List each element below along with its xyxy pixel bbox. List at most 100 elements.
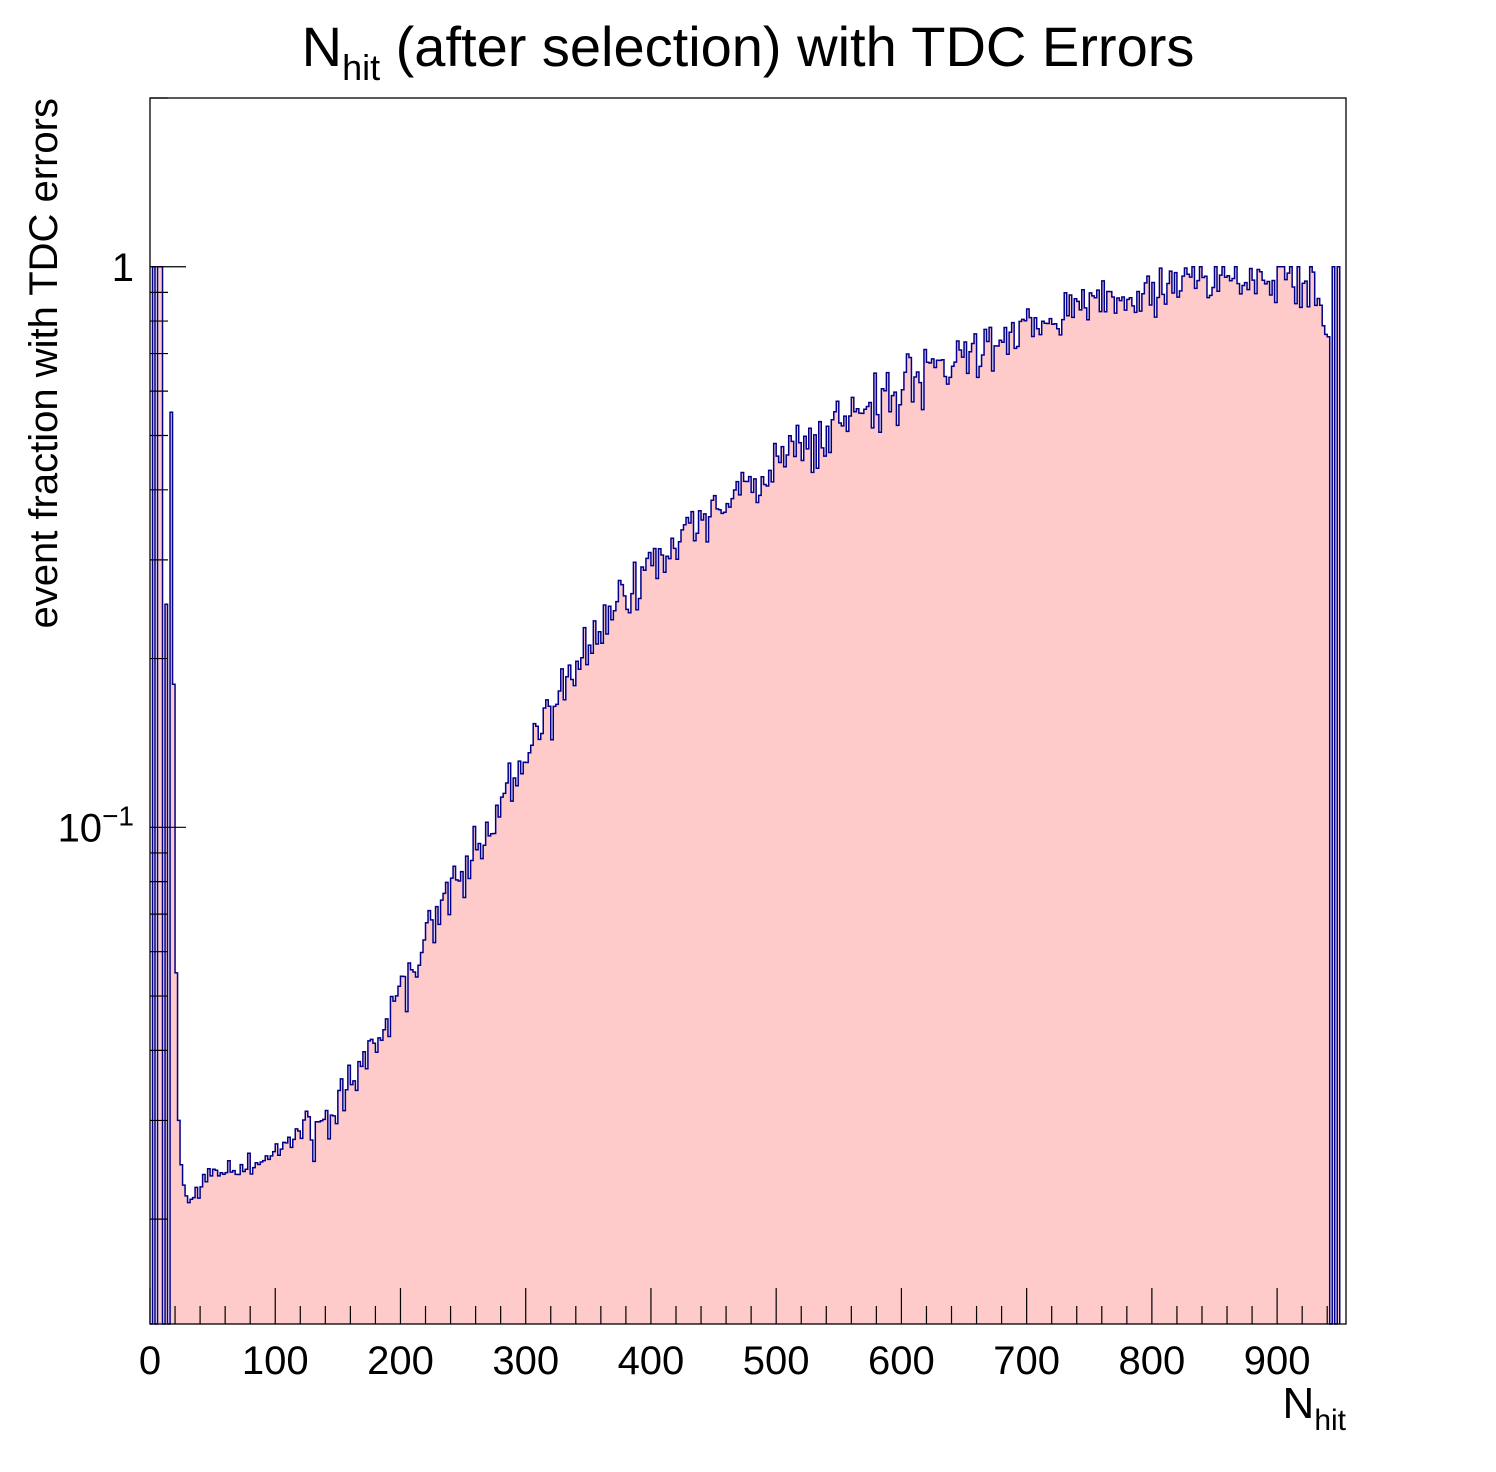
histogram-bin xyxy=(400,976,404,1324)
histogram-bin xyxy=(480,858,484,1324)
histogram-bin xyxy=(911,401,915,1324)
y-axis-ticks xyxy=(150,97,186,1220)
histogram-bin xyxy=(342,1110,346,1324)
histogram-bin xyxy=(1314,305,1318,1324)
histogram-bin xyxy=(540,733,544,1324)
histogram-bin xyxy=(823,456,827,1324)
histogram-bin xyxy=(535,726,539,1324)
histogram-bin xyxy=(1189,277,1193,1325)
histogram-bin xyxy=(605,634,609,1324)
histogram-bin xyxy=(1176,297,1180,1324)
histogram-bin xyxy=(302,1120,306,1324)
histogram-bin xyxy=(465,856,469,1324)
histogram-bin xyxy=(197,1198,201,1324)
histogram-bin xyxy=(1024,320,1027,1325)
histogram-bin xyxy=(1129,297,1133,1324)
histogram-bin xyxy=(1214,266,1218,1324)
histogram-bin xyxy=(733,490,737,1324)
histogram-bin xyxy=(418,965,421,1324)
histogram-bin xyxy=(1006,354,1010,1324)
histogram-bin xyxy=(357,1061,361,1324)
histogram-bin xyxy=(688,522,692,1324)
histogram-bin xyxy=(195,1187,198,1324)
histogram-bin xyxy=(1119,300,1123,1324)
histogram-bin xyxy=(926,362,930,1324)
histogram-bin xyxy=(352,1080,356,1324)
histogram-bin xyxy=(984,329,987,1324)
histogram-bin xyxy=(933,367,937,1324)
histogram-bin xyxy=(796,425,800,1324)
histogram-bin xyxy=(678,541,682,1324)
histogram-bin xyxy=(1079,309,1083,1324)
histogram-bin xyxy=(1141,293,1145,1325)
histogram-bin xyxy=(831,419,835,1325)
histogram-bin xyxy=(866,406,870,1324)
histogram-bin xyxy=(698,510,702,1324)
histogram-bin xyxy=(853,411,857,1324)
histogram-bin xyxy=(320,1120,324,1324)
histogram-bin xyxy=(312,1161,316,1324)
histogram-bin xyxy=(543,708,547,1324)
histogram-bin xyxy=(565,676,569,1324)
histogram-bin xyxy=(969,351,972,1324)
histogram-bin xyxy=(337,1090,341,1324)
histogram-bin xyxy=(330,1115,334,1324)
histogram-bin xyxy=(610,619,614,1324)
histogram-bin xyxy=(345,1089,349,1324)
y-tick-label-base: 10 xyxy=(58,806,103,850)
histogram-bin xyxy=(971,343,975,1325)
histogram-bin xyxy=(660,554,664,1324)
histogram-bin xyxy=(1074,298,1078,1324)
histogram-bin xyxy=(215,1170,218,1324)
histogram-bin xyxy=(898,404,902,1324)
histogram-bin xyxy=(202,1174,206,1324)
histogram-bin xyxy=(200,1186,203,1324)
histogram-bin xyxy=(1302,283,1305,1324)
histogram-bin xyxy=(185,1195,188,1324)
histogram-bin xyxy=(991,370,995,1324)
histogram-bin xyxy=(1239,293,1243,1325)
histogram-bin xyxy=(763,484,767,1325)
histogram-bin xyxy=(327,1138,331,1324)
histogram-bin xyxy=(222,1174,226,1324)
histogram-bin xyxy=(187,1202,191,1324)
histogram-bin xyxy=(207,1168,211,1324)
histogram-bin xyxy=(475,849,479,1324)
histogram-bin xyxy=(741,472,744,1325)
histogram-bin xyxy=(798,442,802,1324)
histogram-bin xyxy=(728,507,732,1324)
histogram-bin xyxy=(220,1172,223,1324)
histogram-bin xyxy=(653,548,657,1324)
histogram-bin xyxy=(433,942,436,1324)
histogram-bin xyxy=(505,782,509,1324)
histogram-bin xyxy=(455,879,459,1324)
histogram-bin xyxy=(871,427,875,1324)
histogram-bin xyxy=(670,538,674,1324)
histogram-bin xyxy=(848,416,852,1324)
histogram-bin xyxy=(693,540,697,1324)
histogram-bin xyxy=(255,1162,258,1324)
histogram-bin xyxy=(1196,280,1200,1324)
histogram-bin xyxy=(270,1155,274,1324)
histogram-bin xyxy=(590,653,594,1324)
histogram-bin xyxy=(999,340,1002,1324)
histogram-bin xyxy=(225,1172,228,1324)
histogram-bin xyxy=(1186,274,1190,1324)
histogram-bin xyxy=(883,390,887,1324)
histogram-bin xyxy=(1234,266,1238,1324)
histogram-bin xyxy=(1164,304,1168,1324)
histogram-bin xyxy=(460,871,464,1324)
histogram-bin xyxy=(1324,334,1328,1324)
x-axis-title-main: N xyxy=(1283,1379,1315,1428)
histogram-bin xyxy=(1287,273,1290,1324)
histogram-bin xyxy=(585,664,589,1324)
histogram-bin xyxy=(786,455,789,1324)
histogram-bin xyxy=(192,1197,196,1324)
histogram-bin xyxy=(382,1029,386,1324)
histogram-bin xyxy=(402,976,406,1324)
histogram-bin xyxy=(267,1159,271,1324)
histogram-bin xyxy=(981,354,985,1324)
histogram-bin xyxy=(1121,297,1125,1324)
histogram-bin xyxy=(1019,321,1022,1324)
histogram-bin xyxy=(1252,280,1255,1324)
